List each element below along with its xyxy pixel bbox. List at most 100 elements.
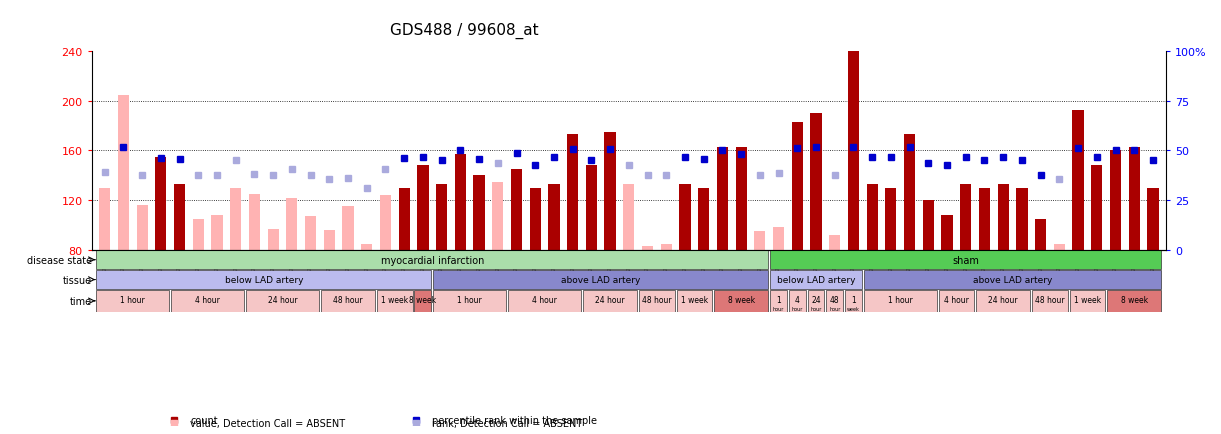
Bar (998, 184, 1009, 349)
Text: 1 hour: 1 hour (458, 296, 482, 305)
Text: week: week (847, 306, 860, 312)
Text: 1: 1 (851, 296, 856, 305)
Bar (1054, 244, 1065, 349)
Bar (1148, 188, 1159, 349)
Text: 1 hour: 1 hour (888, 296, 912, 305)
Bar (714, 290, 768, 312)
Bar (770, 270, 862, 289)
Text: percentile rank within the sample: percentile rank within the sample (432, 415, 597, 424)
Bar (939, 290, 974, 312)
Bar (171, 290, 244, 312)
Bar (321, 290, 375, 312)
Bar (604, 132, 615, 349)
Bar (510, 170, 523, 349)
Bar (1016, 188, 1028, 349)
Bar (773, 228, 784, 349)
Bar (193, 219, 204, 349)
Bar (117, 95, 129, 349)
Text: 48 hour: 48 hour (333, 296, 363, 305)
Bar (623, 184, 635, 349)
Text: hour: hour (791, 306, 803, 312)
Text: hour: hour (773, 306, 784, 312)
Bar (586, 166, 597, 349)
Bar (99, 188, 110, 349)
Bar (96, 290, 170, 312)
Bar (755, 232, 766, 349)
Bar (1070, 290, 1105, 312)
Bar (324, 230, 335, 349)
Bar (398, 188, 410, 349)
Bar (1110, 151, 1121, 349)
Text: 48: 48 (830, 296, 840, 305)
Bar (867, 184, 878, 349)
Text: rank, Detection Call = ABSENT: rank, Detection Call = ABSENT (432, 418, 582, 428)
Bar (642, 247, 653, 349)
Text: tissue: tissue (62, 275, 92, 285)
Text: 1 week: 1 week (681, 296, 708, 305)
Text: hour: hour (829, 306, 840, 312)
Bar (530, 188, 541, 349)
Bar (230, 188, 242, 349)
Text: hour: hour (811, 306, 822, 312)
Bar (1128, 148, 1140, 349)
Bar (567, 135, 579, 349)
Bar (96, 270, 431, 289)
Text: count: count (190, 415, 219, 424)
Text: 24 hour: 24 hour (596, 296, 625, 305)
Text: 8 week: 8 week (1121, 296, 1148, 305)
Text: 24: 24 (811, 296, 821, 305)
Bar (548, 184, 559, 349)
Bar (941, 216, 952, 349)
Bar (492, 182, 503, 349)
Bar (286, 198, 298, 349)
Bar (173, 184, 186, 349)
Text: 4 hour: 4 hour (532, 296, 557, 305)
Bar (770, 250, 1161, 270)
Bar (155, 158, 166, 349)
Bar (976, 290, 1031, 312)
Bar (885, 188, 896, 349)
Text: 8 week: 8 week (728, 296, 755, 305)
Text: sham: sham (952, 255, 979, 265)
Bar (1107, 290, 1161, 312)
Text: 4 hour: 4 hour (944, 296, 968, 305)
Bar (979, 188, 990, 349)
Bar (827, 290, 844, 312)
Bar (418, 166, 429, 349)
Bar (698, 188, 709, 349)
Text: 8 week: 8 week (409, 296, 436, 305)
Bar (735, 148, 747, 349)
Bar (904, 135, 916, 349)
Text: 24 hour: 24 hour (267, 296, 298, 305)
Bar (137, 206, 148, 349)
Bar (267, 229, 278, 349)
Bar (1035, 219, 1046, 349)
Text: 4 hour: 4 hour (195, 296, 220, 305)
Text: 48 hour: 48 hour (1035, 296, 1065, 305)
Bar (717, 148, 728, 349)
Bar (245, 290, 319, 312)
Bar (380, 196, 391, 349)
Bar (661, 244, 672, 349)
Text: time: time (70, 296, 92, 306)
Bar (1032, 290, 1068, 312)
Bar (342, 207, 354, 349)
Bar (211, 216, 222, 349)
Bar (679, 184, 691, 349)
Bar (845, 290, 862, 312)
Text: below LAD artery: below LAD artery (777, 276, 855, 284)
Text: value, Detection Call = ABSENT: value, Detection Call = ABSENT (190, 418, 346, 428)
Bar (791, 123, 803, 349)
Text: myocardial infarction: myocardial infarction (381, 255, 484, 265)
Bar (433, 290, 507, 312)
Bar (807, 290, 824, 312)
Bar (863, 290, 937, 312)
Bar (454, 155, 466, 349)
Bar (770, 290, 788, 312)
Text: above LAD artery: above LAD artery (560, 276, 641, 284)
Bar (414, 290, 431, 312)
Bar (433, 270, 768, 289)
Text: 48 hour: 48 hour (642, 296, 672, 305)
Bar (829, 235, 840, 349)
Bar (1072, 110, 1084, 349)
